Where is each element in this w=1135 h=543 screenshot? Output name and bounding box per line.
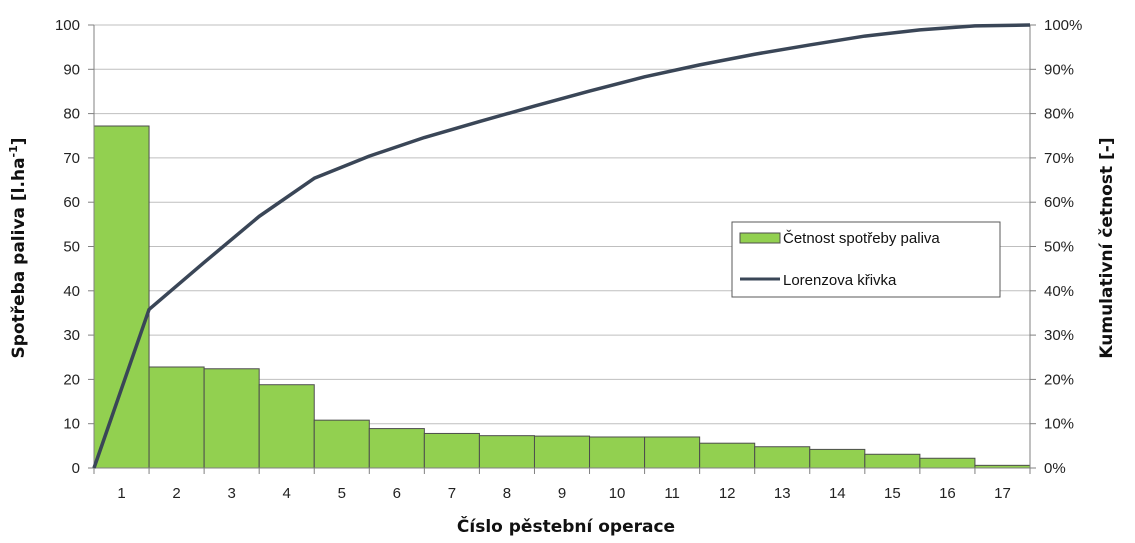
line-series [92,23,1031,469]
y2-tick-label: 0% [1044,460,1066,477]
y2-axis-title: Kumulativní četnost [-] [1097,137,1117,358]
y-tick-label: 70 [63,150,80,167]
x-tick-label: 3 [227,485,235,502]
x-tick-label: 7 [448,485,456,502]
y-axis-title-superscript: -1 [7,145,20,157]
y-tick-label: 40 [63,283,80,300]
bar [754,446,811,469]
legend-line-label: Lorenzova křivka [783,272,897,289]
bar [864,453,921,469]
y2-tick-label: 80% [1044,106,1074,123]
y2-tick-labels: 0% 10% 20% 30% 40% 50% 60% 70% 80% 90% 100% [1044,17,1082,477]
y-axis-title-end: ] [9,137,29,145]
y-tick-labels: 0 10 20 30 40 50 60 70 80 90 100 [55,17,80,477]
bar [589,436,646,469]
x-tick-label: 1 [117,485,125,502]
bar [423,432,480,469]
x-tick-label: 16 [939,485,956,502]
x-tick-label: 5 [338,485,346,502]
bar [93,125,150,469]
y2-tick-label: 20% [1044,371,1074,388]
y-tick-label: 50 [63,239,80,256]
y2-tick-label: 50% [1044,239,1074,256]
x-tick-label: 15 [884,485,901,502]
y2-tick-label: 100% [1044,17,1082,34]
y-tick-label: 20 [63,371,80,388]
x-tick-label: 4 [283,485,291,502]
x-tick-label: 13 [774,485,791,502]
y2-tick-label: 30% [1044,327,1074,344]
bar [809,448,866,469]
y2-tick-label: 40% [1044,283,1074,300]
x-tick-label: 17 [994,485,1011,502]
bar [313,419,370,469]
y-axis-title-main: Spotřeba paliva [l.ha [9,157,29,358]
x-axis-title: Číslo pěstební operace [457,515,675,537]
y-tick-label: 0 [72,460,80,477]
x-tick-label: 11 [664,485,680,502]
y-axis-title: Spotřeba paliva [l.ha-1] [7,137,29,358]
x-tick-label: 8 [503,485,511,502]
bar [478,435,535,469]
legend-bar-swatch [739,232,781,244]
axes [88,24,1036,474]
x-tick-label: 9 [558,485,566,502]
x-tick-label: 2 [172,485,180,502]
y-tick-label: 30 [63,327,80,344]
bar [368,428,425,469]
y-tick-label: 100 [55,17,80,34]
y-tick-label: 10 [63,416,80,433]
y-tick-label: 80 [63,106,80,123]
bar [203,368,260,469]
y2-tick-label: 70% [1044,150,1074,167]
x-tick-label: 10 [609,485,626,502]
x-tick-label: 14 [829,485,846,502]
x-tick-label: 6 [393,485,401,502]
y2-tick-label: 60% [1044,194,1074,211]
lorenz-curve-line [92,23,1031,469]
x-tick-label: 12 [719,485,736,502]
bar [644,436,701,469]
legend: Četnost spotřeby paliva Lorenzova křivka [731,221,1001,298]
y-tick-label: 60 [63,194,80,211]
x-tick-labels: 1 2 3 4 5 6 7 8 9 10 11 12 13 14 15 16 17 [117,485,1010,502]
bar [258,384,315,469]
bar [919,457,976,469]
bar [533,435,591,469]
bar [148,366,205,469]
bar [699,442,756,469]
y-tick-label: 90 [63,61,80,78]
y2-tick-label: 10% [1044,416,1074,433]
legend-bar-label: Četnost spotřeby paliva [783,230,940,247]
y2-tick-label: 90% [1044,61,1074,78]
